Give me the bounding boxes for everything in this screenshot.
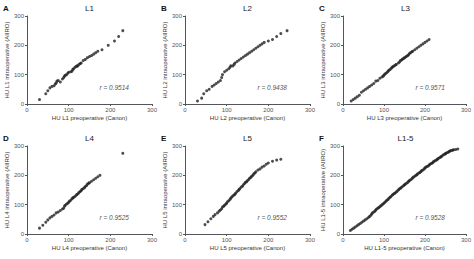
svg-text:r = 0.9525: r = 0.9525	[100, 214, 130, 221]
svg-text:A: A	[3, 4, 9, 13]
svg-text:0: 0	[21, 231, 25, 237]
svg-text:200: 200	[420, 237, 431, 243]
svg-text:200: 200	[172, 42, 183, 48]
svg-text:100: 100	[222, 237, 233, 243]
svg-text:L1-5: L1-5	[397, 134, 414, 143]
svg-text:100: 100	[172, 72, 183, 78]
svg-text:HU L4 intraoperative (AIIRO): HU L4 intraoperative (AIIRO)	[4, 151, 10, 228]
svg-text:100: 100	[14, 202, 25, 208]
svg-text:0: 0	[341, 237, 345, 243]
svg-text:300: 300	[172, 13, 183, 19]
svg-text:100: 100	[172, 202, 183, 208]
svg-text:0: 0	[337, 231, 341, 237]
svg-text:200: 200	[172, 172, 183, 178]
svg-text:HU L2 intraoperative (AIIRO): HU L2 intraoperative (AIIRO)	[162, 21, 168, 98]
svg-text:0: 0	[179, 231, 183, 237]
svg-text:L2: L2	[243, 4, 252, 13]
svg-text:0: 0	[337, 101, 341, 107]
svg-text:300: 300	[461, 107, 472, 113]
svg-text:HU L1 intraoperative (AIIRO): HU L1 intraoperative (AIIRO)	[4, 21, 10, 98]
svg-text:200: 200	[14, 42, 25, 48]
svg-text:r = 0.9528: r = 0.9528	[416, 214, 446, 221]
svg-text:200: 200	[330, 172, 341, 178]
svg-text:100: 100	[330, 202, 341, 208]
svg-text:200: 200	[263, 107, 274, 113]
svg-text:r = 0.9571: r = 0.9571	[416, 84, 446, 91]
svg-text:HU L3 intraoperative (AIIRO): HU L3 intraoperative (AIIRO)	[320, 21, 326, 98]
svg-text:300: 300	[330, 13, 341, 19]
svg-text:F: F	[319, 134, 324, 143]
svg-text:100: 100	[379, 107, 390, 113]
svg-text:300: 300	[305, 237, 316, 243]
svg-text:100: 100	[14, 72, 25, 78]
svg-text:C: C	[319, 4, 325, 13]
svg-text:300: 300	[147, 237, 158, 243]
svg-text:200: 200	[105, 107, 116, 113]
svg-text:200: 200	[14, 172, 25, 178]
svg-text:100: 100	[330, 72, 341, 78]
svg-text:300: 300	[461, 237, 472, 243]
svg-text:0: 0	[25, 107, 29, 113]
svg-text:HU L4 preoperative (Canon): HU L4 preoperative (Canon)	[52, 245, 127, 251]
svg-text:r = 0.9514: r = 0.9514	[100, 84, 130, 91]
svg-text:r = 0.9438: r = 0.9438	[258, 84, 288, 91]
svg-text:200: 200	[330, 42, 341, 48]
svg-text:300: 300	[172, 143, 183, 149]
svg-text:L1: L1	[85, 4, 94, 13]
svg-text:0: 0	[179, 101, 183, 107]
svg-text:0: 0	[341, 107, 345, 113]
svg-text:100: 100	[379, 237, 390, 243]
svg-text:HU L2 preoperative (Canon): HU L2 preoperative (Canon)	[210, 115, 285, 121]
svg-text:HU L1-5 intraoperative (AIIRO): HU L1-5 intraoperative (AIIRO)	[320, 149, 326, 231]
svg-text:HU L3 preoperative (Canon): HU L3 preoperative (Canon)	[367, 115, 442, 121]
svg-text:200: 200	[420, 107, 431, 113]
svg-text:100: 100	[64, 237, 75, 243]
svg-text:100: 100	[64, 107, 75, 113]
svg-text:HU L5 intraoperative (AIIRO): HU L5 intraoperative (AIIRO)	[162, 151, 168, 228]
svg-text:r = 0.9552: r = 0.9552	[258, 214, 288, 221]
svg-text:0: 0	[183, 237, 187, 243]
svg-text:HU L1 preoperative (Canon): HU L1 preoperative (Canon)	[52, 115, 127, 121]
svg-text:B: B	[161, 4, 167, 13]
svg-text:200: 200	[263, 237, 274, 243]
svg-text:200: 200	[105, 237, 116, 243]
svg-text:L4: L4	[85, 134, 94, 143]
svg-text:300: 300	[330, 143, 341, 149]
svg-text:300: 300	[305, 107, 316, 113]
svg-text:HU L1-5 preoperative (Canon): HU L1-5 preoperative (Canon)	[364, 245, 445, 251]
svg-text:D: D	[3, 134, 9, 143]
svg-text:HU L5 preoperative (Canon): HU L5 preoperative (Canon)	[210, 245, 285, 251]
svg-text:100: 100	[222, 107, 233, 113]
svg-text:E: E	[161, 134, 167, 143]
svg-text:L3: L3	[401, 4, 410, 13]
svg-text:300: 300	[14, 143, 25, 149]
svg-text:0: 0	[183, 107, 187, 113]
svg-text:L5: L5	[243, 134, 252, 143]
svg-text:300: 300	[147, 107, 158, 113]
svg-text:0: 0	[21, 101, 25, 107]
svg-text:300: 300	[14, 13, 25, 19]
svg-text:0: 0	[25, 237, 29, 243]
